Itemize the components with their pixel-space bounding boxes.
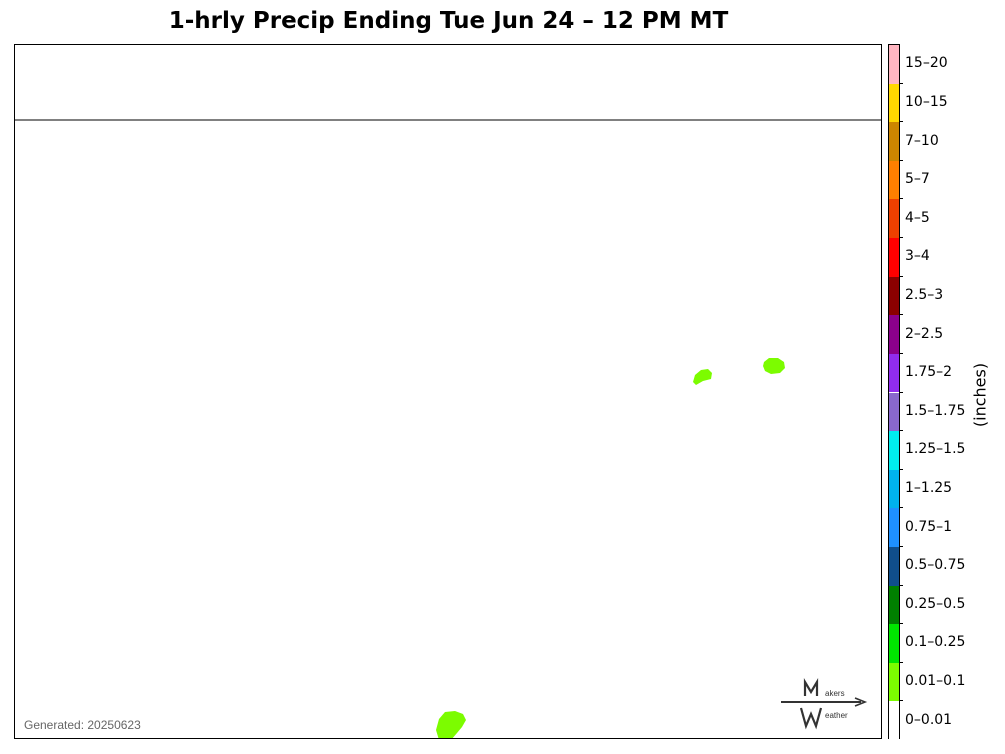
colorbar-segment	[889, 238, 899, 277]
colorbar-bin-label: 0.01–0.1	[905, 673, 966, 690]
map-panel: Generated: 20250623 akers eather	[14, 44, 882, 739]
colorbar-segment	[889, 276, 899, 316]
colorbar-segment	[889, 585, 899, 625]
precip-area	[436, 711, 466, 738]
colorbar-segment	[889, 45, 899, 84]
colorbar-tick	[899, 391, 903, 393]
colorbar-bin-label: 0.1–0.25	[905, 634, 966, 651]
colorbar-bin-label: 15–20	[905, 55, 948, 72]
colorbar-tick	[899, 700, 903, 702]
colorbar-segment	[889, 199, 899, 239]
precip-area	[693, 369, 712, 385]
colorbar-segment	[889, 624, 899, 663]
colorbar-segment	[889, 160, 899, 200]
colorbar-tick	[899, 314, 903, 316]
colorbar-tick	[899, 275, 903, 277]
colorbar-segment	[889, 83, 899, 123]
colorbar-segment	[889, 353, 899, 393]
colorbar-segment	[889, 469, 899, 509]
colorbar-segment	[889, 122, 899, 161]
colorbar	[888, 44, 903, 740]
mw-logo-icon: akers eather	[781, 678, 873, 730]
colorbar-tick	[899, 661, 903, 663]
colorbar-tick	[899, 198, 903, 200]
colorbar-tick	[899, 623, 903, 625]
colorbar-tick	[899, 545, 903, 547]
map-canvas	[15, 119, 881, 738]
colorbar-bin-label: 1.5–1.75	[905, 402, 966, 419]
colorbar-bin-label: 0.25–0.5	[905, 595, 966, 612]
colorbar-tick	[899, 121, 903, 123]
colorbar-bin-label: 1.25–1.5	[905, 441, 966, 458]
colorbar-tick	[899, 352, 903, 354]
colorbar-tick	[899, 430, 903, 432]
colorbar-bin-label: 1–1.25	[905, 480, 953, 497]
colorbar-units-label: (inches)	[970, 362, 990, 428]
colorbar-bin-label: 1.75–2	[905, 364, 953, 381]
colorbar-segment	[889, 546, 899, 586]
svg-text:eather: eather	[825, 711, 848, 720]
colorbar-bin-label: 4–5	[905, 209, 930, 226]
colorbar-segment	[889, 315, 899, 354]
colorbar-tick	[899, 584, 903, 586]
colorbar-tick	[899, 159, 903, 161]
colorbar-bin-label: 2.5–3	[905, 286, 944, 303]
colorbar-bin-label: 0.75–1	[905, 518, 953, 535]
colorbar-tick	[899, 468, 903, 470]
colorbar-tick	[899, 82, 903, 84]
generated-date: Generated: 20250623	[24, 718, 141, 732]
colorbar-bin-label: 10–15	[905, 93, 948, 110]
colorbar-bin-label: 0.5–0.75	[905, 557, 966, 574]
colorbar-tick	[899, 507, 903, 509]
colorbar-tick	[899, 237, 903, 239]
colorbar-bin-label: 0–0.01	[905, 711, 953, 728]
colorbar-bin-label: 3–4	[905, 248, 930, 265]
colorbar-bin-label: 2–2.5	[905, 325, 944, 342]
colorbar-segment	[889, 508, 899, 547]
map-title: 1-hrly Precip Ending Tue Jun 24 – 12 PM …	[168, 8, 729, 34]
colorbar-segment	[889, 701, 899, 740]
svg-text:akers: akers	[825, 689, 845, 698]
colorbar-segment	[889, 662, 899, 702]
colorbar-bin-label: 7–10	[905, 132, 939, 149]
precip-area	[763, 358, 785, 374]
colorbar-segment	[889, 431, 899, 470]
colorbar-segment	[889, 392, 899, 432]
colorbar-bin-label: 5–7	[905, 171, 930, 188]
